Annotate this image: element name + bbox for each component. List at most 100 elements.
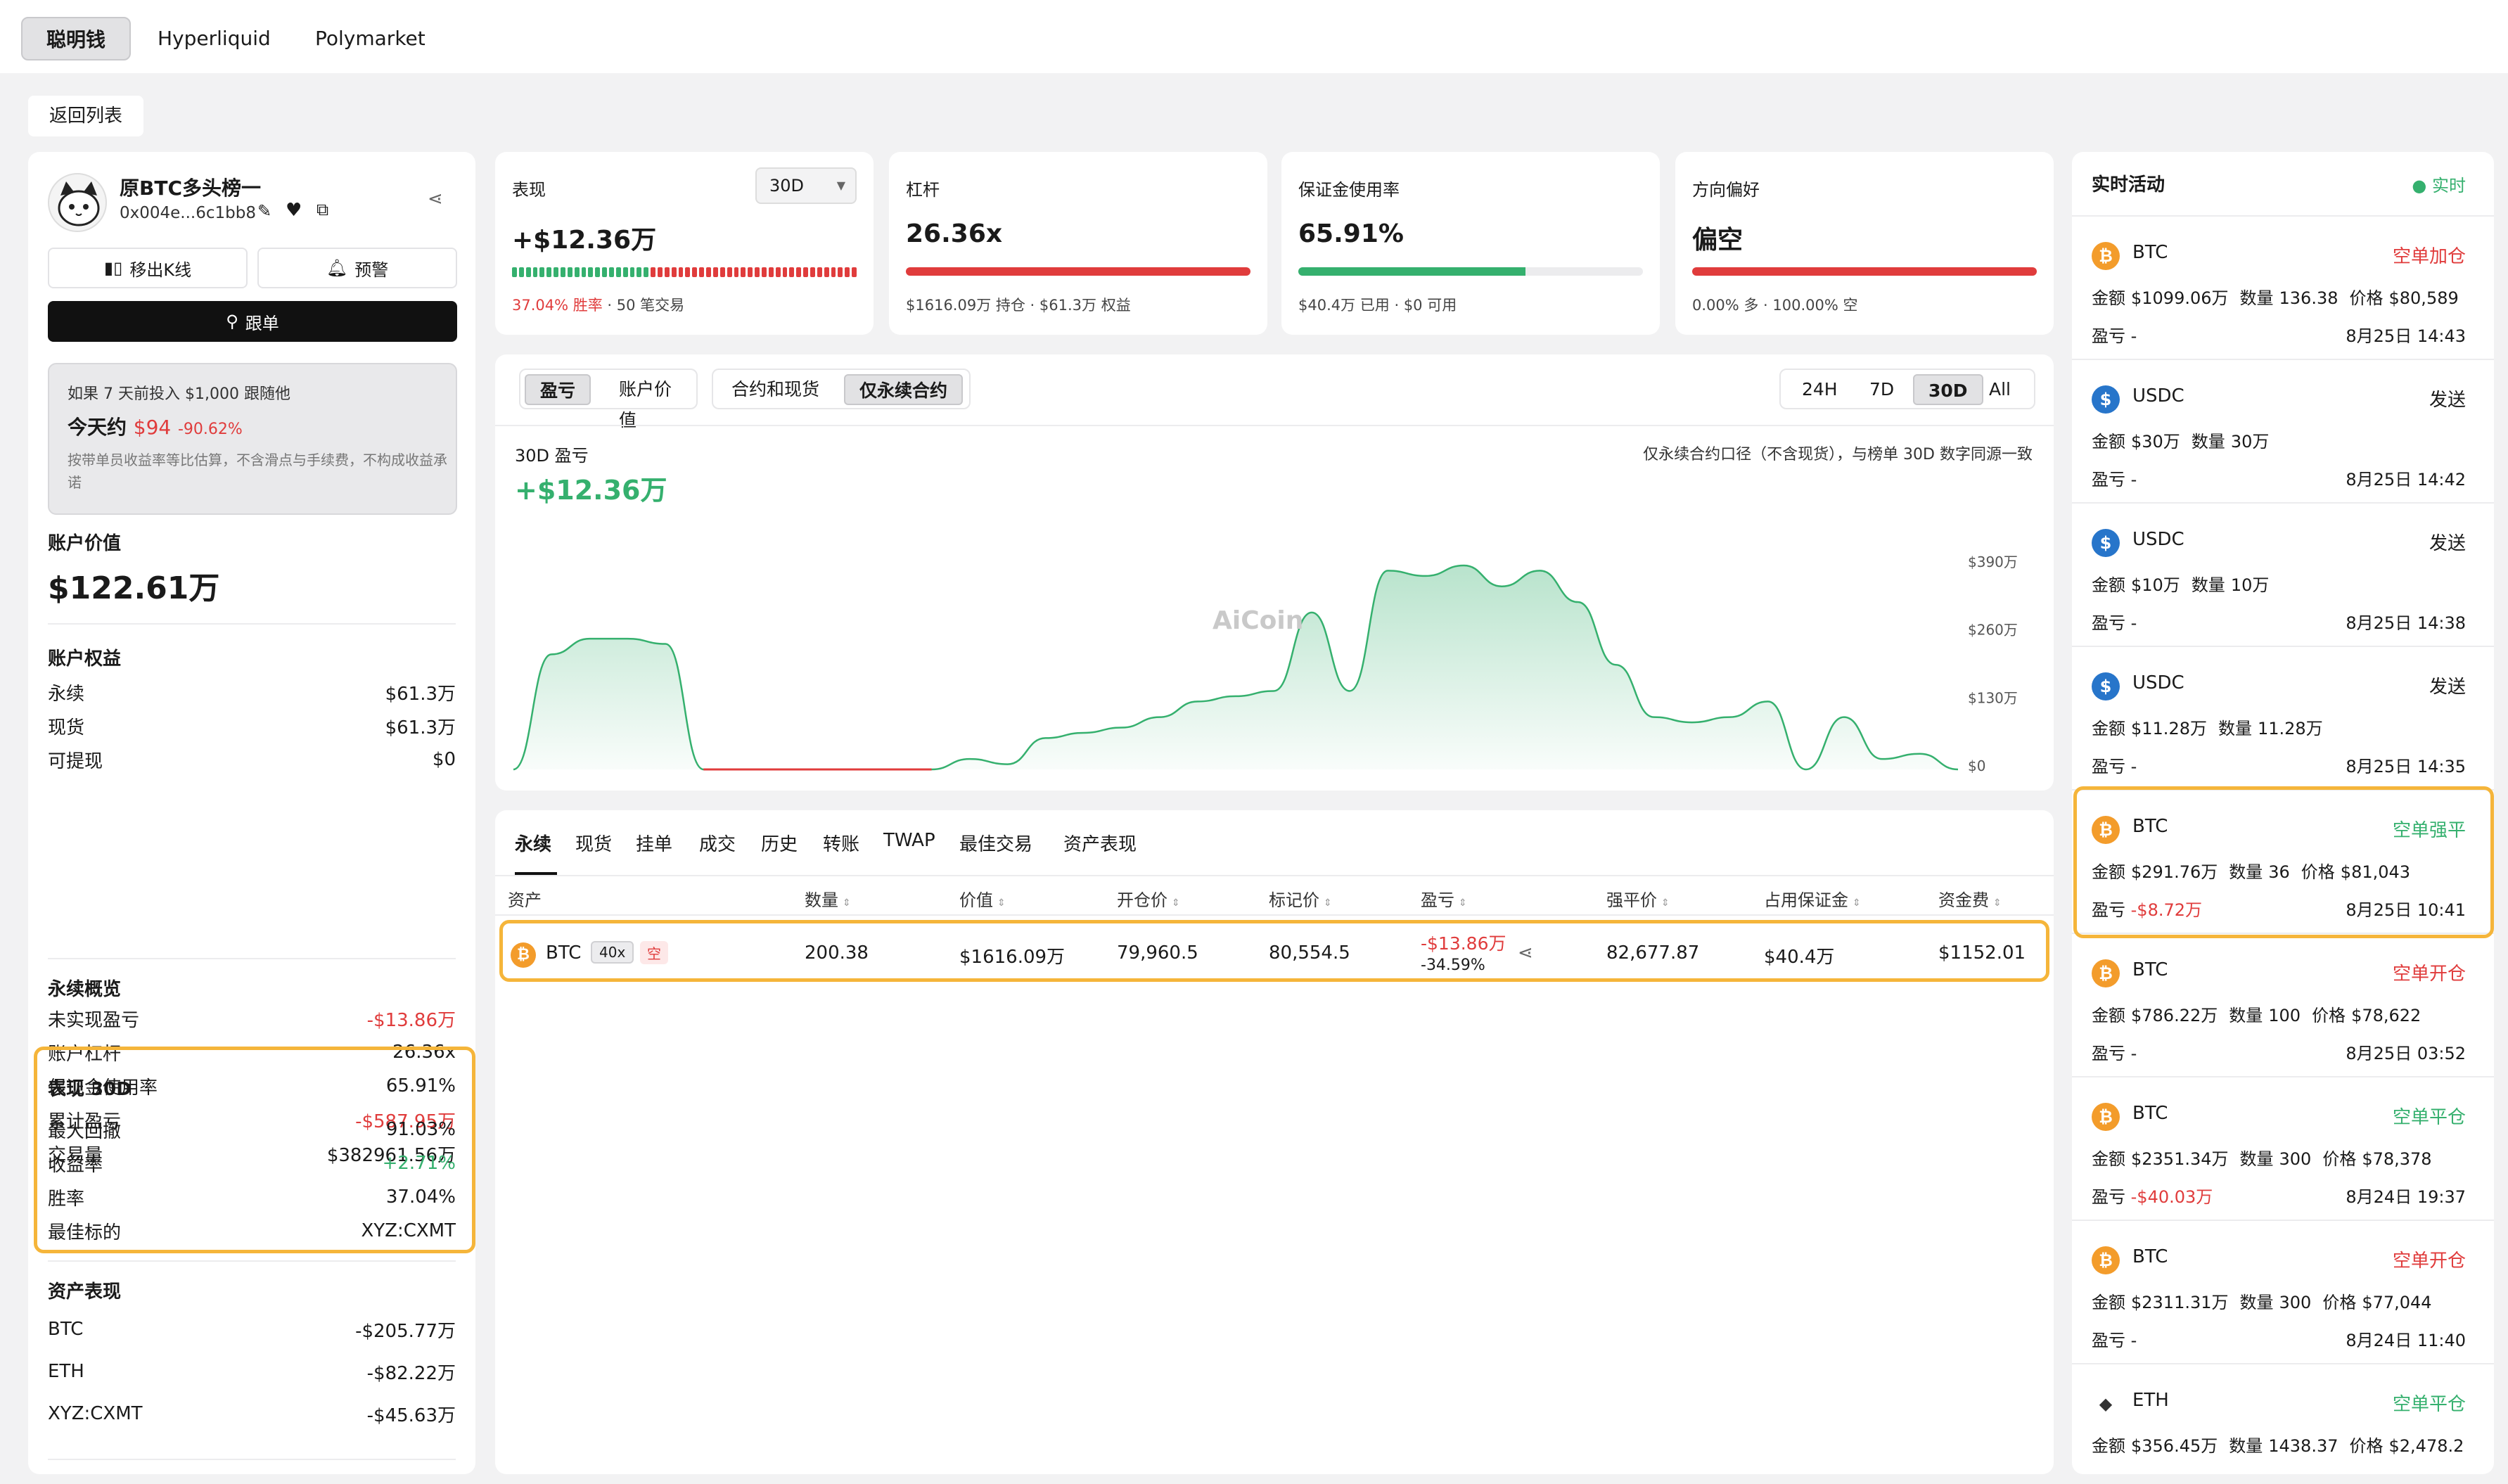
copy-icon[interactable]: ⧉ — [316, 200, 329, 219]
activity-item[interactable]: ₿ BTC 空单开仓 金额 $2311.31万 数量 300 价格 $77,044 盈亏 - 8月2… — [2072, 1221, 2494, 1364]
activity-pnl: 盈亏 -$8.72万 — [2092, 896, 2202, 921]
follow-icon: ⚲ — [226, 312, 238, 331]
pnl-chart-panel: 盈亏 账户价值 合约和现货 仅永续合约 24H 7D 30D All 30D 盈… — [495, 354, 2054, 791]
activity-item[interactable]: $ USDC 发送 金额 $11.28万 数量 11.28万 盈亏 - 8月25日 14:35 — [2072, 647, 2494, 791]
divider — [48, 623, 456, 625]
sort-icon: ⇕ — [1324, 897, 1332, 909]
share-icon[interactable]: ⋖ — [1518, 942, 1533, 964]
stat-value: 65.91% — [385, 1075, 456, 1096]
activity-coin: BTC — [2132, 816, 2168, 837]
sort-icon: ⇕ — [843, 897, 851, 909]
card-bar — [1298, 267, 1643, 276]
btc-icon: ₿ — [2092, 816, 2120, 844]
detail-value: $2351.34万 — [2131, 1149, 2229, 1169]
stat-row: XYZ:CXMT -$45.63万 — [48, 1400, 456, 1428]
stat-label: XYZ:CXMT — [48, 1403, 143, 1424]
back-to-list-button[interactable]: 返回列表 — [28, 96, 144, 136]
stat-value: $61.3万 — [385, 683, 456, 705]
column-header[interactable]: 开仓价 ⇕ — [1117, 890, 1180, 910]
range-24h[interactable]: 24H — [1802, 379, 1838, 399]
toggle-account-value[interactable]: 账户价值 — [619, 379, 672, 430]
toggle-pnl[interactable]: 盈亏 — [525, 374, 591, 405]
position-tab[interactable]: 现货 — [575, 834, 613, 855]
range-7d[interactable]: 7D — [1869, 379, 1895, 399]
position-tab[interactable]: 最佳交易 — [959, 834, 1033, 855]
trade-segment — [727, 267, 732, 277]
column-header[interactable]: 强平价 ⇕ — [1606, 890, 1670, 910]
position-tab[interactable]: 历史 — [761, 834, 798, 855]
detail-label: 金额 — [2092, 432, 2125, 452]
trade-segment — [810, 267, 815, 277]
period-select[interactable]: 30D ▼ — [755, 167, 857, 204]
position-tab[interactable]: 成交 — [699, 834, 736, 855]
side-badge: 空 — [640, 941, 668, 964]
sort-icon: ⇕ — [1993, 897, 2002, 909]
heart-icon[interactable]: ♥ — [286, 200, 302, 221]
activity-details: 金额 $2351.34万 数量 300 价格 $78,378 — [2092, 1145, 2443, 1170]
column-header[interactable]: 标记价 ⇕ — [1269, 890, 1332, 910]
detail-value: 100 — [2268, 1006, 2301, 1025]
activity-item[interactable]: ₿ BTC 空单开仓 金额 $786.22万 数量 100 价格 $78,622 盈亏 - 8月25… — [2072, 934, 2494, 1077]
column-header[interactable]: 盈亏 ⇕ — [1421, 890, 1467, 910]
trade-segment — [685, 267, 691, 277]
stat-row: 现货 $61.3万 — [48, 712, 456, 740]
trade-segment — [644, 267, 649, 277]
sort-icon: ⇕ — [1853, 897, 1861, 909]
win-loss-bar — [512, 267, 857, 277]
detail-label: 金额 — [2092, 1436, 2125, 1456]
today-row: 今天约 $94 -90.62% — [68, 412, 243, 440]
share-icon[interactable]: ⋖ — [428, 188, 443, 210]
stat-value: XYZ:CXMT — [361, 1220, 456, 1241]
alert-button[interactable]: 🔔︎ 预警 — [257, 248, 457, 288]
stat-label: BTC — [48, 1319, 84, 1340]
tab-smart-money[interactable]: 聪明钱 — [21, 17, 132, 60]
activity-item[interactable]: $ USDC 发送 金额 $30万 数量 30万 盈亏 - 8月25日 14:42 — [2072, 360, 2494, 504]
stat-row: 最佳标的 XYZ:CXMT — [48, 1217, 456, 1245]
position-funding: $1152.01 — [1938, 942, 2026, 964]
detail-value: $30万 — [2131, 432, 2180, 452]
activity-item[interactable]: $ USDC 发送 金额 $10万 数量 10万 盈亏 - 8月25日 14:38 — [2072, 504, 2494, 647]
usdc-icon: $ — [2092, 385, 2120, 414]
follow-button[interactable]: ⚲ 跟单 — [48, 301, 457, 342]
trade-segment — [845, 267, 850, 277]
sort-icon: ⇕ — [1459, 897, 1467, 909]
position-tab[interactable]: 资产表现 — [1063, 834, 1137, 855]
stat-row: 账户杠杆 26.36x — [48, 1038, 456, 1066]
position-tab[interactable]: 转账 — [823, 834, 860, 855]
trade-segment — [602, 267, 608, 277]
position-tab[interactable]: 挂单 — [636, 834, 673, 855]
remove-kline-button[interactable]: ▮▯ 移出K线 — [48, 248, 248, 288]
activity-pnl: 盈亏 - — [2092, 609, 2137, 634]
toggle-contract-spot[interactable]: 合约和现货 — [731, 379, 820, 399]
card-bar-fill — [1692, 267, 2037, 276]
edit-icon[interactable]: ✎ — [257, 201, 272, 221]
today-pct: -90.62% — [177, 421, 243, 438]
position-tab[interactable]: 永续 — [515, 834, 552, 855]
toggle-perp-only[interactable]: 仅永续合约 — [844, 374, 964, 405]
range-all[interactable]: All — [1989, 379, 2011, 399]
position-tab[interactable]: TWAP — [883, 830, 935, 851]
trade-segment — [595, 267, 601, 277]
range-30d[interactable]: 30D — [1913, 374, 1983, 405]
position-qty: 200.38 — [805, 942, 869, 964]
trade-segment — [706, 267, 711, 277]
column-header[interactable]: 价值 ⇕ — [959, 890, 1006, 910]
activity-coin: ETH — [2132, 1390, 2169, 1411]
column-header[interactable]: 占用保证金 ⇕ — [1764, 890, 1861, 910]
activity-item[interactable]: ₿ BTC 空单加仓 金额 $1099.06万 数量 136.38 价格 $80,589 盈亏 -… — [2072, 217, 2494, 360]
tab-polymarket[interactable]: Polymarket — [315, 27, 426, 50]
detail-value: 300 — [2279, 1293, 2312, 1312]
column-header[interactable]: 资金费 ⇕ — [1938, 890, 2002, 910]
activity-details: 金额 $1099.06万 数量 136.38 价格 $80,589 — [2092, 284, 2470, 309]
detail-label: 数量 — [2191, 432, 2225, 452]
card-label: 方向偏好 — [1692, 180, 1760, 200]
trade-segment — [588, 267, 594, 277]
live-label: 实时 — [2432, 176, 2466, 196]
tab-hyperliquid[interactable]: Hyperliquid — [158, 27, 271, 50]
stat-row: 未实现盈亏 -$13.86万 — [48, 1004, 456, 1032]
activity-item[interactable]: ₿ BTC 空单平仓 金额 $2351.34万 数量 300 价格 $78,378 盈亏 -$40… — [2072, 1077, 2494, 1221]
simulate-line: 如果 7 天前投入 $1,000 跟随他 — [68, 385, 290, 403]
activity-item[interactable]: ₿ BTC 空单强平 金额 $291.76万 数量 36 价格 $81,043 盈亏 -$8.72… — [2072, 791, 2494, 934]
column-header[interactable]: 数量 ⇕ — [805, 890, 851, 910]
